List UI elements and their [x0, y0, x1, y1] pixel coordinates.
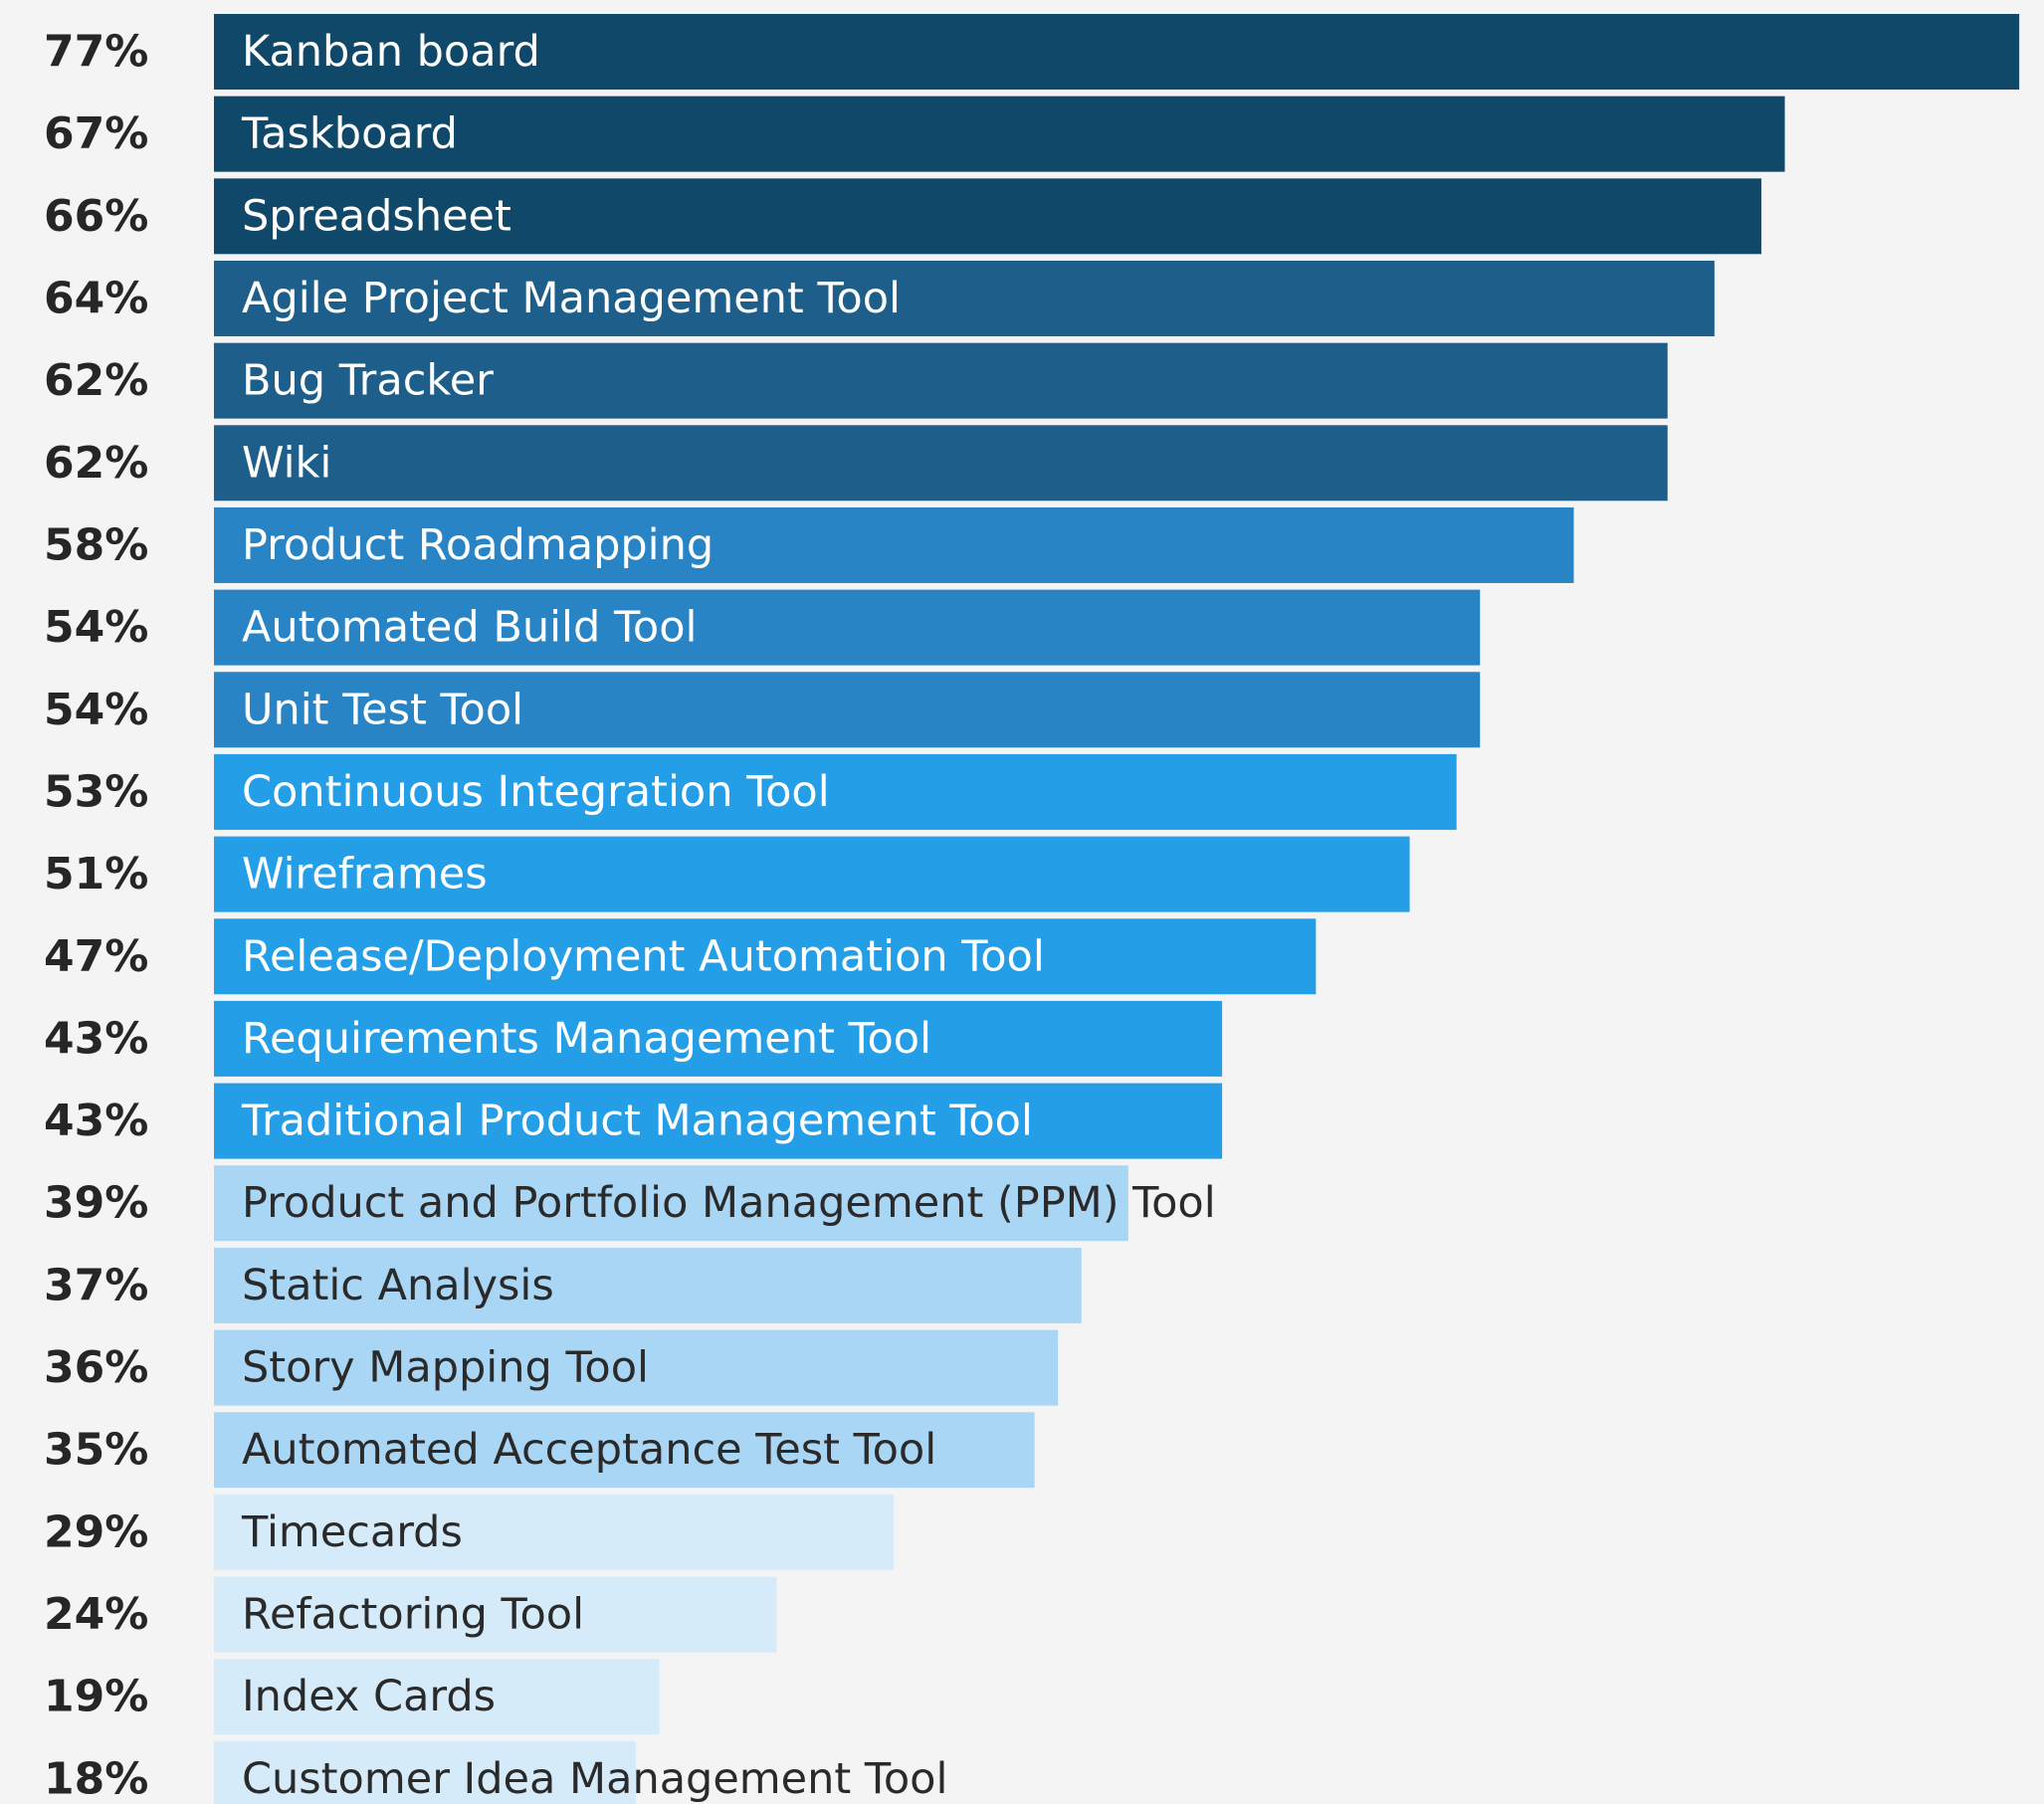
bar — [214, 672, 1481, 748]
bar — [214, 1659, 660, 1735]
bar-label: Traditional Product Management Tool — [241, 1097, 1033, 1146]
bar — [214, 506, 1574, 583]
bar — [214, 425, 1668, 501]
value-label: 67% — [44, 108, 148, 159]
value-label: 35% — [44, 1425, 148, 1476]
value-label: 47% — [44, 931, 148, 982]
bar — [214, 589, 1481, 666]
bar — [214, 1083, 1223, 1159]
bar-label: Release/Deployment Automation Tool — [242, 931, 1045, 981]
value-label: 37% — [44, 1260, 148, 1310]
bar-label: Customer Idea Management Tool — [242, 1754, 947, 1804]
bar-label: Product Roadmapping — [242, 520, 714, 570]
value-label: 54% — [44, 602, 148, 653]
value-label: 66% — [44, 191, 148, 242]
bar-label: Refactoring Tool — [242, 1590, 584, 1640]
bar — [214, 1740, 637, 1804]
bar — [214, 1247, 1082, 1323]
bar — [214, 1000, 1223, 1077]
value-label: 54% — [44, 685, 148, 735]
bar-label: Bug Tracker — [242, 356, 494, 406]
bar-label: Spreadsheet — [242, 191, 511, 241]
value-label: 29% — [44, 1506, 148, 1557]
bar-label: Requirements Management Tool — [242, 1014, 931, 1064]
bar-label: Wiki — [242, 438, 331, 488]
value-label: 77% — [44, 27, 148, 78]
value-label: 43% — [44, 1096, 148, 1146]
bar-label: Automated Acceptance Test Tool — [242, 1425, 936, 1475]
bar — [214, 178, 1761, 255]
value-label: 62% — [44, 355, 148, 406]
value-label: 43% — [44, 1013, 148, 1064]
bar — [214, 14, 2020, 90]
bar — [214, 918, 1317, 995]
value-label: 39% — [44, 1178, 148, 1229]
bar — [214, 260, 1715, 336]
bar-label: Unit Test Tool — [242, 685, 523, 734]
bar — [214, 1576, 777, 1653]
bar — [214, 342, 1668, 419]
bar-label: Story Mapping Tool — [242, 1343, 649, 1393]
bar — [214, 1494, 895, 1570]
bar-label: Timecards — [241, 1507, 463, 1557]
value-label: 62% — [44, 438, 148, 489]
bar — [214, 1412, 1035, 1489]
bar-label: Taskboard — [241, 109, 458, 159]
bar — [214, 836, 1410, 912]
value-label: 19% — [44, 1672, 148, 1722]
value-label: 53% — [44, 766, 148, 817]
value-label: 58% — [44, 519, 148, 570]
bar — [214, 1165, 1128, 1242]
bar — [214, 96, 1785, 172]
bar-label: Kanban board — [242, 27, 540, 77]
bar-label: Automated Build Tool — [242, 603, 697, 653]
value-label: 36% — [44, 1342, 148, 1393]
bar-label: Agile Project Management Tool — [242, 274, 901, 323]
value-label: 64% — [44, 273, 148, 323]
bar-label: Index Cards — [242, 1672, 496, 1721]
bar-label: Continuous Integration Tool — [242, 767, 830, 817]
value-label: 24% — [44, 1589, 148, 1640]
bar — [214, 753, 1457, 830]
bar — [214, 1329, 1059, 1406]
bar-label: Product and Portfolio Management (PPM) T… — [242, 1178, 1216, 1228]
bar-label: Static Analysis — [242, 1261, 554, 1310]
value-label: 51% — [44, 849, 148, 900]
value-label: 18% — [44, 1753, 148, 1804]
bar-label: Wireframes — [242, 850, 488, 900]
